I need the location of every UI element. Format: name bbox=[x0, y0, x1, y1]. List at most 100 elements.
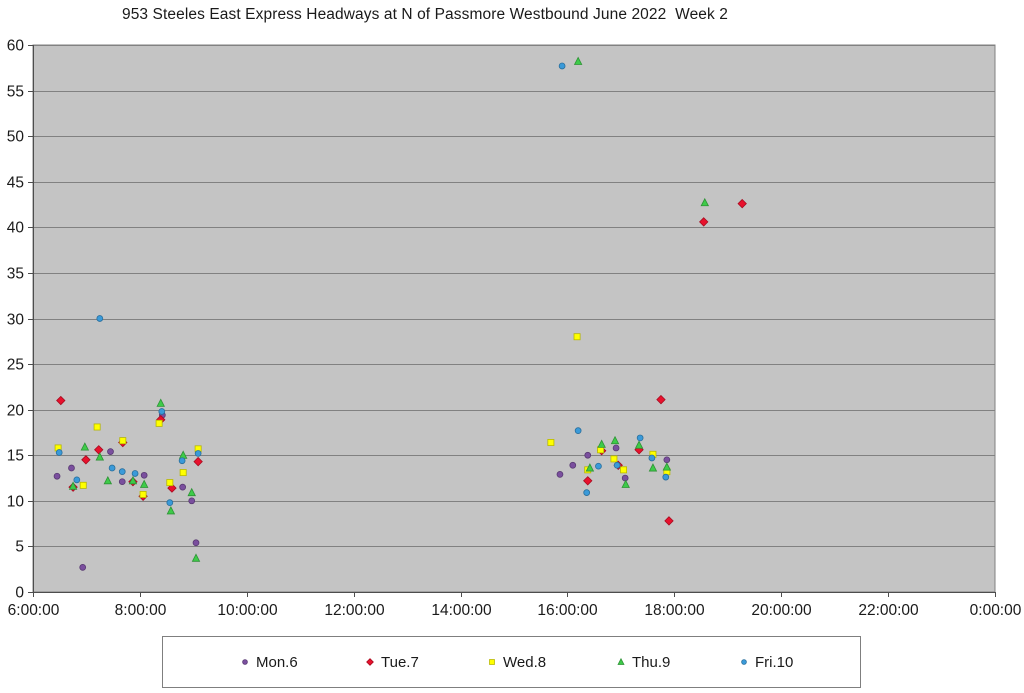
point-wed-8 bbox=[179, 469, 187, 477]
point-mon-6 bbox=[556, 471, 564, 478]
x-tick-label: 8:00:00 bbox=[115, 602, 167, 619]
point-mon-6 bbox=[79, 564, 87, 571]
point-thu-9 bbox=[103, 475, 113, 485]
y-tick-label: 20 bbox=[7, 403, 25, 420]
legend-label: Thu.9 bbox=[632, 653, 671, 671]
point-mon-6 bbox=[53, 472, 61, 480]
legend-marker bbox=[489, 659, 495, 665]
point-thu-9 bbox=[700, 197, 710, 207]
point-fri-10 bbox=[158, 408, 166, 415]
point-thu-9 bbox=[80, 442, 90, 451]
legend-marker bbox=[741, 659, 747, 665]
y-tick-label: 0 bbox=[15, 585, 24, 602]
point-thu-9 bbox=[597, 439, 606, 448]
legend-label: Fri.10 bbox=[755, 653, 794, 671]
point-thu-9 bbox=[139, 479, 149, 488]
x-tick-label: 0:00:00 bbox=[970, 602, 1022, 619]
y-tick-label: 60 bbox=[7, 38, 25, 55]
point-thu-9 bbox=[648, 463, 658, 472]
point-mon-6 bbox=[192, 539, 200, 547]
point-fri-10 bbox=[662, 473, 670, 481]
point-wed-8 bbox=[610, 455, 618, 463]
x-tick-label: 20:00:00 bbox=[751, 602, 812, 619]
point-thu-9 bbox=[610, 435, 620, 445]
y-tick-label: 55 bbox=[7, 84, 24, 101]
x-tick-label: 6:00:00 bbox=[8, 602, 60, 619]
point-mon-6 bbox=[118, 478, 126, 486]
point-wed-8 bbox=[93, 423, 101, 431]
legend-marker bbox=[242, 659, 248, 665]
point-thu-9 bbox=[156, 398, 165, 407]
point-tue-7 bbox=[56, 395, 66, 406]
point-mon-6 bbox=[612, 444, 620, 452]
point-mon-6 bbox=[569, 461, 577, 469]
point-mon-6 bbox=[140, 471, 148, 479]
legend-marker bbox=[617, 657, 625, 665]
point-wed-8 bbox=[166, 479, 174, 487]
y-tick-label: 35 bbox=[7, 266, 24, 283]
point-mon-6 bbox=[179, 483, 186, 491]
point-mon-6 bbox=[68, 464, 75, 472]
legend-label: Mon.6 bbox=[256, 653, 298, 671]
point-tue-7 bbox=[656, 394, 666, 405]
point-mon-6 bbox=[188, 497, 196, 505]
y-tick-label: 30 bbox=[7, 312, 25, 329]
point-tue-7 bbox=[81, 455, 91, 465]
point-fri-10 bbox=[613, 461, 621, 469]
plot-area: 0 5 10 15 20 25 30 35 40 45 50 55 60 6:00:00 8:00:00 10… bbox=[7, 38, 1022, 620]
legend-item-thu-9: Thu.9 bbox=[615, 637, 670, 687]
point-thu-9 bbox=[68, 481, 78, 490]
legend-label: Tue.7 bbox=[381, 653, 419, 671]
point-fri-10 bbox=[194, 450, 202, 457]
point-thu-9 bbox=[95, 452, 105, 461]
legend-item-tue-7: Tue.7 bbox=[364, 637, 419, 687]
point-fri-10 bbox=[118, 468, 126, 476]
point-wed-8 bbox=[573, 333, 581, 341]
y-tick-label: 5 bbox=[15, 539, 24, 556]
point-wed-8 bbox=[139, 490, 147, 498]
point-tue-7 bbox=[737, 198, 747, 209]
plot-background bbox=[32, 44, 996, 593]
point-wed-8 bbox=[547, 439, 555, 446]
point-thu-9 bbox=[634, 440, 644, 449]
point-wed-8 bbox=[620, 466, 628, 474]
point-thu-9 bbox=[191, 553, 201, 562]
point-mon-6 bbox=[584, 451, 592, 459]
point-fri-10 bbox=[595, 462, 602, 470]
y-tick-label: 50 bbox=[7, 129, 25, 146]
point-tue-7 bbox=[193, 456, 203, 467]
point-tue-7 bbox=[94, 445, 104, 455]
point-fri-10 bbox=[648, 454, 656, 462]
point-fri-10 bbox=[108, 464, 116, 472]
point-mon-6 bbox=[107, 448, 114, 455]
point-fri-10 bbox=[131, 470, 139, 477]
point-wed-8 bbox=[155, 419, 163, 427]
legend-item-fri-10: Fri.10 bbox=[738, 637, 793, 687]
point-tue-7 bbox=[699, 217, 709, 227]
square-marker-icon bbox=[489, 659, 495, 665]
y-tick-label: 45 bbox=[7, 175, 24, 192]
point-thu-9 bbox=[621, 479, 630, 488]
point-thu-9 bbox=[573, 56, 583, 65]
x-tick-label: 12:00:00 bbox=[324, 602, 385, 619]
point-fri-10 bbox=[574, 427, 582, 434]
legend-item-mon-6: Mon.6 bbox=[239, 637, 298, 687]
point-thu-9 bbox=[585, 463, 595, 472]
x-tick-label: 22:00:00 bbox=[858, 602, 919, 619]
point-fri-10 bbox=[636, 434, 644, 442]
point-fri-10 bbox=[96, 315, 104, 322]
point-fri-10 bbox=[558, 62, 566, 70]
point-mon-6 bbox=[663, 456, 671, 464]
diamond-marker-icon bbox=[366, 658, 374, 666]
point-thu-9 bbox=[166, 506, 176, 515]
y-tick-label: 40 bbox=[7, 220, 25, 237]
y-tick-label: 10 bbox=[7, 494, 25, 511]
x-tick-label: 16:00:00 bbox=[537, 602, 598, 619]
point-mon-6 bbox=[621, 474, 629, 482]
point-thu-9 bbox=[662, 462, 672, 471]
legend-label: Wed.8 bbox=[503, 653, 547, 671]
point-tue-7 bbox=[664, 516, 674, 526]
point-thu-9 bbox=[128, 475, 138, 485]
point-wed-8 bbox=[79, 481, 87, 489]
